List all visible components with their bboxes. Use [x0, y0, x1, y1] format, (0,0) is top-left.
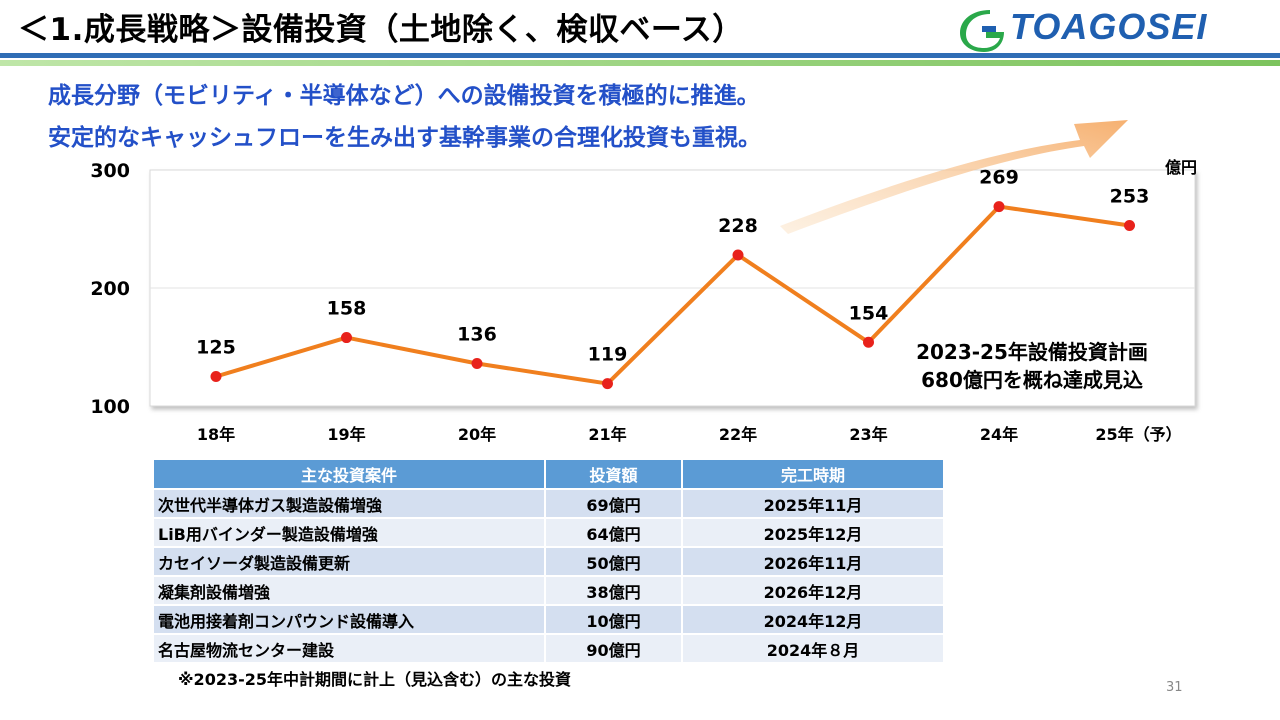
data-point [210, 371, 222, 382]
data-point [1124, 219, 1135, 231]
data-label: 136 [457, 324, 497, 346]
table-cell-completion: 2026年12月 [681, 575, 945, 606]
table-cell-project: 次世代半導体ガス製造設備増強 [152, 488, 546, 519]
x-tick-label: 23年 [849, 425, 887, 444]
table-cell-amount: 50億円 [544, 546, 683, 577]
x-tick-label: 20年 [458, 425, 496, 444]
y-tick-label: 300 [90, 160, 130, 182]
lead-text-line2: 安定的なキャッシュフローを生み出す基幹事業の合理化投資も重視。 [48, 125, 761, 151]
x-tick-label: 24年 [980, 425, 1018, 444]
table-cell-amount: 10億円 [544, 604, 683, 635]
x-tick-label: 21年 [588, 425, 626, 444]
table-cell-completion: 2024年12月 [681, 604, 945, 635]
table-row: 名古屋物流センター建設 90億円 2024年８月 [152, 633, 945, 664]
data-point [341, 332, 352, 344]
y-axis-unit: 億円 [1165, 158, 1197, 177]
y-tick-label: 200 [90, 278, 130, 300]
table-cell-project: 凝集剤設備増強 [152, 575, 546, 606]
annotation-text: 2023-25年設備投資計画 [916, 340, 1148, 364]
table-row: LiB用バインダー製造設備増強 64億円 2025年12月 [152, 517, 945, 548]
series-line [215, 204, 1130, 386]
y-tick-label: 100 [90, 396, 130, 418]
table-row: カセイソーダ製造設備更新 50億円 2026年11月 [152, 546, 945, 577]
table-cell-project: 名古屋物流センター建設 [152, 633, 546, 664]
table-row: 電池用接着剤コンパウンド設備導入 10億円 2024年12月 [152, 604, 945, 635]
table-cell-completion: 2026年11月 [681, 546, 945, 577]
table-cell-amount: 38億円 [544, 575, 683, 606]
company-logo-icon [960, 10, 1004, 52]
data-point [993, 201, 1005, 213]
data-label: 125 [196, 337, 236, 359]
table-cell-completion: 2025年12月 [681, 517, 945, 548]
page-number: 31 [1166, 680, 1183, 695]
table-cell-completion: 2024年８月 [681, 633, 945, 664]
x-tick-label: 22年 [719, 425, 757, 444]
data-point [471, 358, 483, 370]
header-divider-accent [0, 60, 1280, 66]
table-header-project: 主な投資案件 [152, 458, 546, 490]
table-cell-project: カセイソーダ製造設備更新 [152, 546, 546, 577]
table-cell-completion: 2025年11月 [681, 488, 945, 519]
table-cell-amount: 69億円 [544, 488, 683, 519]
table-cell-project: LiB用バインダー製造設備増強 [152, 517, 546, 548]
table-cell-project: 電池用接着剤コンパウンド設備導入 [152, 604, 546, 635]
data-label: 119 [588, 344, 628, 366]
x-tick-label: 18年 [197, 425, 235, 444]
header-divider [0, 53, 1280, 58]
data-label: 269 [979, 167, 1019, 189]
investment-table: 主な投資案件 投資額 完工時期 次世代半導体ガス製造設備増強 69億円 2025… [152, 458, 945, 664]
data-label: 154 [849, 302, 889, 324]
table-cell-amount: 90億円 [544, 633, 683, 664]
data-label: 158 [327, 298, 367, 320]
table-row: 凝集剤設備増強 38億円 2026年12月 [152, 575, 945, 606]
capex-line-chart: 100 200 300 億円 125 158 136 119 228 154 269 253 18… [90, 120, 1197, 444]
table-header-completion: 完工時期 [681, 458, 945, 490]
x-tick-label: 25年（予） [1095, 425, 1181, 444]
data-label: 228 [718, 215, 758, 237]
table-row: 次世代半導体ガス製造設備増強 69億円 2025年11月 [152, 488, 945, 519]
table-footnote: ※2023-25年中計期間に計上（見込含む）の主な投資 [178, 670, 571, 689]
table-cell-amount: 64億円 [544, 517, 683, 548]
data-point [732, 249, 744, 261]
data-label: 253 [1110, 185, 1150, 207]
page-title: ＜1.成長戦略＞設備投資（土地除く、検収ベース） [18, 12, 744, 48]
data-point [602, 378, 613, 390]
table-header-row: 主な投資案件 投資額 完工時期 [152, 458, 945, 490]
company-logo-text: TOAGOSEI [1010, 6, 1208, 47]
annotation-text: 680億円を概ね達成見込 [921, 368, 1143, 392]
table-header-amount: 投資額 [544, 458, 683, 490]
growth-arrow-icon [780, 120, 1128, 234]
data-point [863, 336, 874, 348]
lead-text-line1: 成長分野（モビリティ・半導体など）への設備投資を積極的に推進。 [48, 83, 760, 109]
x-tick-label: 19年 [327, 425, 365, 444]
